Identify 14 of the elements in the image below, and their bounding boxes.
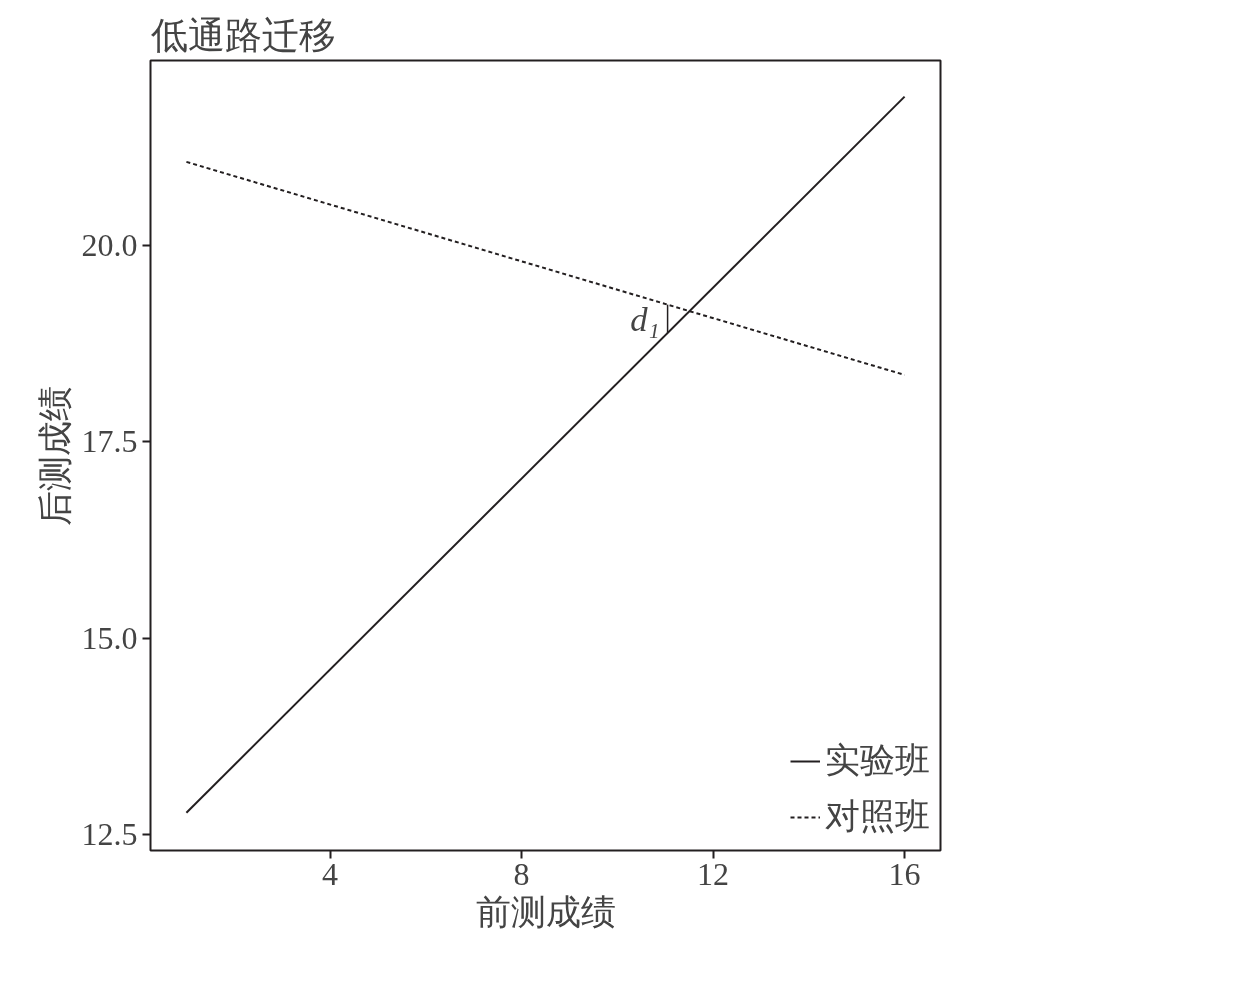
legend-label: 对照班: [825, 796, 930, 837]
x-axis-title: 前测成绩: [475, 892, 616, 931]
x-tick-label: 4: [322, 855, 339, 892]
annotation: d₁: [630, 300, 660, 339]
y-tick-label: 20.0: [81, 226, 138, 263]
x-tick-label: 8: [513, 855, 530, 892]
legend-label: 实验班: [825, 740, 930, 781]
chart-title: 低通路迁移: [150, 14, 336, 56]
y-tick-label: 15.0: [81, 619, 138, 656]
y-tick-label: 12.5: [81, 816, 138, 853]
y-tick-label: 17.5: [81, 423, 138, 460]
x-tick-label: 16: [888, 855, 921, 892]
y-axis-title: 后测成绩: [35, 385, 74, 526]
x-tick-label: 12: [697, 855, 730, 892]
